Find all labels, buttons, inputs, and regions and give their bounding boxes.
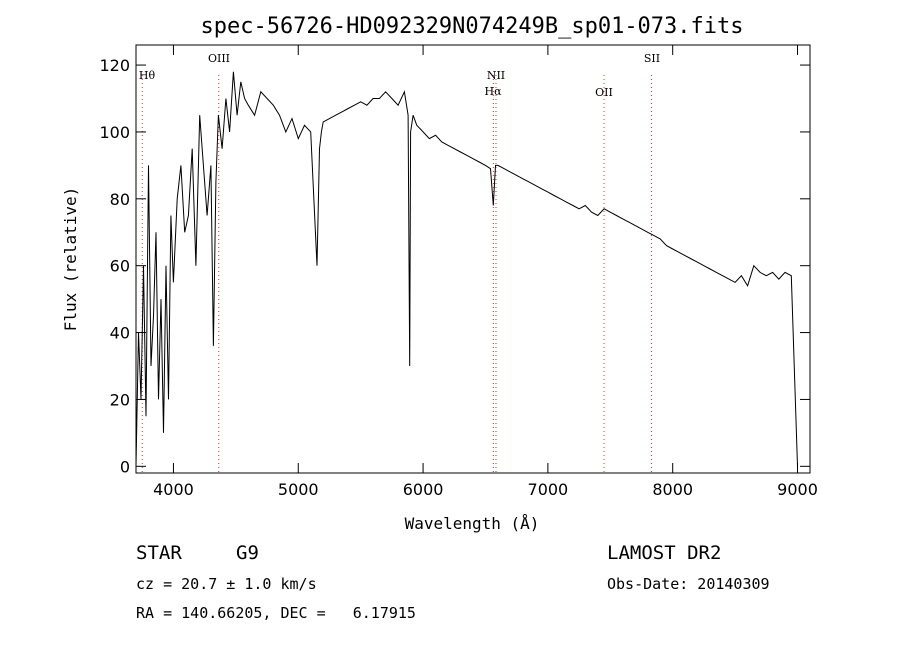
y-tick-label: 60 xyxy=(110,257,130,276)
x-tick-label: 7000 xyxy=(528,480,569,499)
spectral-line-label: OIII xyxy=(208,52,230,65)
x-tick-label: 9000 xyxy=(777,480,818,499)
spectrum-line xyxy=(135,71,798,467)
survey-name: LAMOST DR2 xyxy=(607,542,722,564)
obs-date: Obs-Date: 20140309 xyxy=(607,575,770,593)
y-axis-ticks: 0 20 40 60 80 100 120 xyxy=(99,56,810,476)
x-axis-ticks: 4000 5000 6000 7000 8000 9000 xyxy=(153,45,818,499)
y-tick-label: 20 xyxy=(110,390,130,409)
y-axis-label: Flux (relative) xyxy=(61,187,80,332)
x-tick-label: 6000 xyxy=(403,480,444,499)
line-labels: Hθ OIII NII Hα OII SII xyxy=(139,52,660,99)
spectral-line-label: Hθ xyxy=(139,69,156,82)
chart-title: spec-56726-HD092329N074249B_sp01-073.fit… xyxy=(200,14,743,39)
y-tick-label: 0 xyxy=(120,457,130,476)
spectral-line-label: NII xyxy=(487,69,505,82)
spectral-line-label: Hα xyxy=(484,85,502,98)
x-tick-label: 8000 xyxy=(652,480,693,499)
plot-frame xyxy=(135,44,811,474)
line-markers xyxy=(141,75,652,473)
x-axis-label: Wavelength (Å) xyxy=(405,514,540,533)
ra-dec: RA = 140.66205, DEC = 6.17915 xyxy=(136,604,416,622)
object-class: STAR xyxy=(136,542,182,564)
x-tick-label: 5000 xyxy=(278,480,319,499)
spectral-line-label: SII xyxy=(644,52,660,65)
y-tick-label: 120 xyxy=(99,56,130,75)
spectrum-line-group xyxy=(135,71,798,467)
y-tick-label: 40 xyxy=(110,324,130,343)
x-tick-label: 4000 xyxy=(153,480,194,499)
y-tick-label: 100 xyxy=(99,123,130,142)
cz-value: cz = 20.7 ± 1.0 km/s xyxy=(136,575,317,593)
spectral-line-label: OII xyxy=(595,86,613,99)
y-tick-label: 80 xyxy=(110,190,130,209)
subclass: G9 xyxy=(236,542,259,564)
